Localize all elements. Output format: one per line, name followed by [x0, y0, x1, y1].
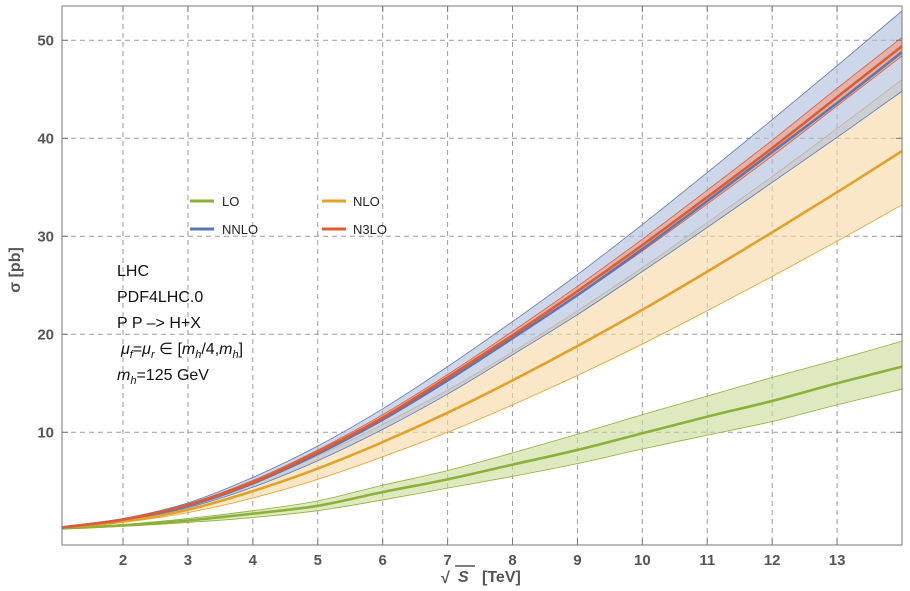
- grid-lines: [62, 6, 902, 545]
- legend-item-nnlo: NNLO: [190, 222, 258, 237]
- x-tick-label-12: 12: [764, 552, 781, 569]
- band-n3lo: [61, 36, 903, 529]
- x-tick-label-2: 2: [119, 552, 127, 569]
- annotation-pdf-set: PDF4LHC.0: [117, 289, 203, 306]
- x-tick-label-6: 6: [379, 552, 387, 569]
- x-axis-root-symbol: √: [441, 570, 450, 587]
- legend: LO NLO NNLO N3LO: [190, 194, 387, 237]
- legend-label-nnlo: NNLO: [222, 222, 258, 237]
- y-tick-label-50: 50: [37, 32, 54, 49]
- x-tick-label-5: 5: [314, 552, 322, 569]
- x-tick-label-8: 8: [508, 552, 516, 569]
- tick-labels: 2 3 4 5 6 7 8 9 10 11 12 13 10 20 30 40 50: [37, 32, 845, 569]
- series-lines: [61, 45, 903, 530]
- y-tick-label-40: 40: [37, 130, 54, 147]
- x-axis-variable: S: [458, 569, 469, 586]
- y-tick-label-20: 20: [37, 326, 54, 343]
- legend-item-nlo: NLO: [322, 194, 380, 209]
- annotation-process: P P –> H+X: [117, 315, 201, 332]
- annotation-higgs-mass: mh=125 GeV: [117, 367, 209, 387]
- legend-label-nlo: NLO: [353, 194, 380, 209]
- x-tick-label-3: 3: [184, 552, 192, 569]
- annotation-scale-range: μf=μr ∈ [mh/4,mh]: [120, 341, 243, 361]
- band-nnlo: [61, 10, 903, 529]
- x-tick-label-4: 4: [249, 552, 258, 569]
- chart-annotations: LHC PDF4LHC.0 P P –> H+X μf=μr ∈ [mh/4,m…: [117, 263, 243, 387]
- legend-label-lo: LO: [222, 194, 239, 209]
- x-tick-label-11: 11: [699, 552, 715, 569]
- legend-item-n3lo: N3LO: [322, 222, 387, 237]
- x-tick-label-10: 10: [634, 552, 651, 569]
- y-tick-label-30: 30: [37, 228, 54, 245]
- y-axis-title: σ [pb]: [7, 247, 24, 293]
- line-n3lo: [61, 45, 903, 529]
- x-tick-label-9: 9: [573, 552, 581, 569]
- x-tick-label-7: 7: [443, 552, 451, 569]
- line-lo: [61, 365, 903, 530]
- legend-item-lo: LO: [190, 194, 239, 209]
- x-axis-title: √ S [TeV]: [441, 565, 521, 587]
- x-axis-unit: [TeV]: [482, 569, 521, 586]
- plot-border: [61, 5, 903, 546]
- annotation-collider: LHC: [117, 263, 149, 280]
- line-nlo: [61, 149, 903, 529]
- legend-label-n3lo: N3LO: [353, 222, 387, 237]
- plot-frame: [61, 5, 903, 546]
- x-tick-label-13: 13: [829, 552, 846, 569]
- y-tick-label-10: 10: [37, 424, 54, 441]
